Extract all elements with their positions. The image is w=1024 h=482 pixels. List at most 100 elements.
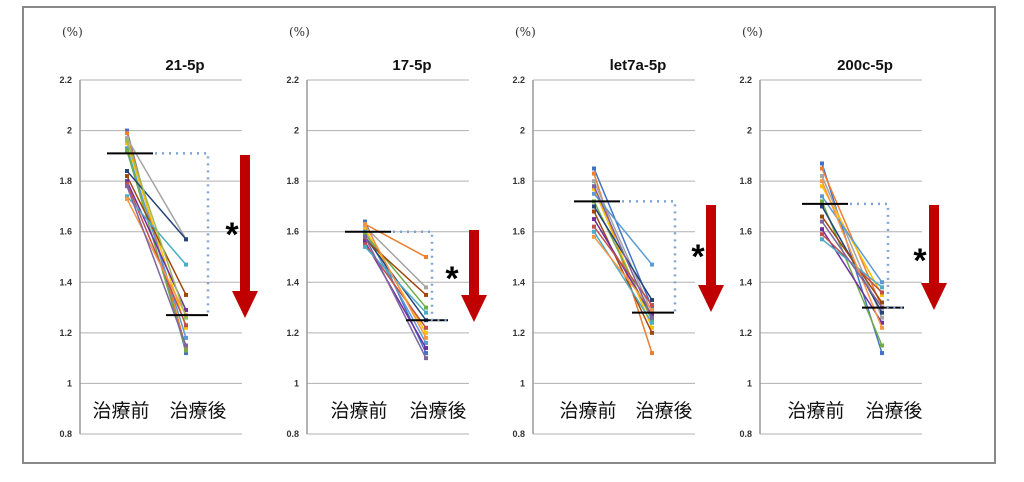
data-point-post (424, 292, 428, 297)
data-point-post (650, 308, 654, 313)
data-point-pre (820, 219, 824, 224)
panel-let7a-5p: 0.8 1 1.2 1.4 1.6 1.8 2 2.2 (%) let7a-5p * 治療前 治療後 (512, 25, 724, 439)
y-tick-label: 2.2 (512, 75, 525, 85)
data-point-pre (125, 131, 129, 136)
y-tick-label: 1 (67, 378, 72, 388)
significance-asterisk: * (445, 260, 459, 298)
data-point-pre (592, 234, 596, 239)
data-point-pre (592, 191, 596, 196)
data-point-post (184, 237, 188, 242)
y-tick-label: 0.8 (59, 429, 72, 439)
data-point-post (880, 290, 884, 295)
y-tick-label: 2 (747, 126, 752, 136)
data-point-post (880, 280, 884, 285)
y-tick-label: 1.6 (512, 227, 525, 237)
x-category-label: 治療後 (409, 400, 466, 422)
data-point-post (880, 310, 884, 315)
y-tick-label: 1.2 (739, 328, 752, 338)
panel-200c-5p: 0.8 1 1.2 1.4 1.6 1.8 2 2.2 (%) 200c-5p * 治療前 治療後 (739, 25, 947, 439)
series-line (593, 226, 653, 306)
decrease-arrow-shaft (469, 230, 479, 297)
data-point-post (184, 348, 188, 353)
significance-bracket (622, 200, 677, 314)
data-point-pre (820, 237, 824, 242)
x-category-label: 治療後 (865, 400, 922, 422)
series-line (593, 218, 653, 316)
data-point-pre (592, 217, 596, 222)
series-line (593, 236, 653, 311)
data-point-post (650, 330, 654, 335)
data-point-post (880, 292, 884, 297)
data-point-post (650, 325, 654, 330)
data-point-pre (125, 128, 129, 133)
decrease-arrow-head (698, 285, 724, 312)
data-point-post (184, 335, 188, 340)
series-line (126, 170, 187, 240)
y-tick-label: 1.8 (59, 176, 72, 186)
y-tick-label: 1 (294, 378, 299, 388)
y-tick-label: 0.8 (512, 429, 525, 439)
y-tick-label: 1.4 (512, 277, 525, 287)
y-tick-label: 1.6 (739, 227, 752, 237)
data-point-pre (820, 227, 824, 232)
decrease-arrow-shaft (929, 205, 939, 285)
x-category-label: 治療前 (330, 400, 387, 422)
series-line (364, 236, 427, 321)
series-line (364, 223, 427, 339)
data-point-pre (125, 138, 129, 143)
y-tick-label: 1.2 (512, 328, 525, 338)
data-point-post (650, 305, 654, 310)
decrease-arrow-head (461, 295, 487, 322)
y-tick-label: 2.2 (59, 75, 72, 85)
data-point-pre (820, 166, 824, 171)
data-point-post (184, 343, 188, 348)
data-point-post (880, 300, 884, 305)
data-point-pre (125, 179, 129, 184)
x-category-label: 治療前 (787, 400, 844, 422)
data-point-pre (125, 136, 129, 141)
y-tick-label: 1.6 (59, 227, 72, 237)
data-point-post (650, 303, 654, 308)
y-tick-label: 1 (520, 378, 525, 388)
data-point-pre (592, 184, 596, 189)
series-line (364, 226, 427, 288)
data-point-pre (820, 232, 824, 237)
data-point-pre (820, 204, 824, 209)
data-point-pre (820, 179, 824, 184)
unit-label: (%) (515, 25, 536, 39)
data-point-pre (125, 196, 129, 201)
y-tick-label: 2 (520, 126, 525, 136)
data-point-pre (363, 222, 367, 227)
data-point-pre (820, 184, 824, 189)
data-point-pre (592, 204, 596, 209)
decrease-arrow-head (921, 283, 947, 310)
decrease-arrow-head (232, 291, 258, 318)
data-point-pre (820, 174, 824, 179)
data-point-post (424, 351, 428, 356)
significance-asterisk: * (913, 242, 927, 280)
y-tick-label: 1.8 (512, 176, 525, 186)
data-point-pre (125, 174, 129, 179)
data-point-pre (125, 181, 129, 186)
data-point-post (424, 356, 428, 361)
data-point-post (424, 255, 428, 259)
data-point-post (184, 262, 188, 267)
data-point-pre (820, 214, 824, 219)
data-point-pre (363, 227, 367, 232)
y-tick-label: 2 (67, 126, 72, 136)
data-point-post (424, 330, 428, 335)
unit-label: (%) (289, 25, 310, 39)
data-point-pre (363, 244, 367, 249)
series-line (821, 195, 883, 283)
unit-label: (%) (62, 25, 83, 39)
decrease-arrow-shaft (706, 205, 716, 287)
data-point-post (880, 315, 884, 320)
x-category-label: 治療前 (92, 400, 149, 422)
data-point-pre (363, 239, 367, 244)
data-point-post (424, 305, 428, 310)
data-point-pre (363, 232, 367, 237)
data-point-post (880, 325, 884, 330)
y-tick-label: 1.4 (59, 277, 72, 287)
series-line (593, 185, 653, 318)
